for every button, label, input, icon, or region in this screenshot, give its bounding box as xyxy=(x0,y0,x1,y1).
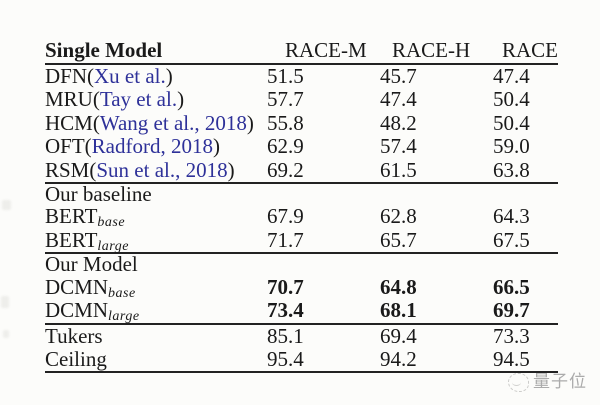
model-name: MRU(Tay et al.) xyxy=(45,88,267,111)
table-row: HCM(Wang et al., 2018) 55.8 48.2 50.4 xyxy=(45,110,558,135)
race-value: 50.4 xyxy=(493,110,530,135)
race-m-value: 95.4 xyxy=(267,346,304,371)
model-name: Tukers xyxy=(45,323,103,348)
model-name: Ceiling xyxy=(45,346,107,371)
race-value: 59.0 xyxy=(493,134,530,159)
race-m-value: 73.4 xyxy=(267,298,304,323)
race-h-value: 94.2 xyxy=(380,346,417,371)
header-single-model: Single Model xyxy=(45,38,163,62)
model-size-subscript: base xyxy=(97,215,126,231)
header-race: RACE xyxy=(502,38,559,62)
race-value: 67.5 xyxy=(493,227,530,252)
results-table: Single Model RACE-M RACE-H RACE DFN(Xu e… xyxy=(45,37,558,374)
race-h-value: 47.4 xyxy=(380,87,417,112)
race-value: 94.5 xyxy=(493,346,530,371)
race-m-value: 62.9 xyxy=(267,134,304,159)
qbitai-logo-icon xyxy=(508,372,529,392)
citation-link[interactable]: Sun et al., 2018 xyxy=(96,157,228,182)
model-label-suffix: ) xyxy=(227,157,235,182)
race-h-value: 62.8 xyxy=(380,204,417,229)
race-m-value: 69.2 xyxy=(267,157,304,182)
table-row: RSM(Sun et al., 2018) 69.2 61.5 63.8 xyxy=(45,157,558,182)
model-label: OFT( xyxy=(45,134,92,159)
race-m-value: 51.5 xyxy=(267,64,304,88)
page-bleed-artifact xyxy=(2,200,11,210)
section-divider xyxy=(45,322,558,325)
header-race-m: RACE-M xyxy=(285,38,367,62)
watermark-text: 量子位 xyxy=(533,372,587,392)
model-label-suffix: ) xyxy=(177,87,185,112)
table-row: BERTlarge 71.7 65.7 67.5 xyxy=(45,227,558,255)
model-name: HCM(Wang et al., 2018) xyxy=(45,110,267,135)
race-h-value: 64.8 xyxy=(380,274,417,299)
race-h-value: 57.4 xyxy=(380,134,417,159)
header-race-h: RACE-H xyxy=(392,38,471,62)
table-header-row: Single Model RACE-M RACE-H RACE xyxy=(45,37,558,65)
model-label: DFN( xyxy=(45,64,95,88)
model-name: BERTlarge xyxy=(45,227,267,255)
model-size-subscript: large xyxy=(97,238,129,254)
race-m-value: 67.9 xyxy=(267,204,304,229)
race-value: 63.8 xyxy=(493,157,530,182)
section-divider xyxy=(45,252,558,255)
model-label-suffix: ) xyxy=(165,64,173,88)
table-row: MRU(Tay et al.) 57.7 47.4 50.4 xyxy=(45,87,558,112)
table-bottom-rule xyxy=(45,371,558,374)
race-value: 66.5 xyxy=(493,274,530,299)
model-label: DCMN xyxy=(45,298,109,323)
race-m-value: 55.8 xyxy=(267,110,304,135)
race-value: 64.3 xyxy=(493,204,530,229)
page-bleed-artifact xyxy=(3,330,9,338)
table-row: DCMNlarge 73.4 68.1 69.7 xyxy=(45,298,558,325)
race-h-value: 61.5 xyxy=(380,157,417,182)
table-row: OFT(Radford, 2018) 62.9 57.4 59.0 xyxy=(45,134,558,159)
model-name: RSM(Sun et al., 2018) xyxy=(45,157,267,182)
race-m-value: 71.7 xyxy=(267,227,304,252)
model-name: DCMNlarge xyxy=(45,298,267,325)
race-h-value: 68.1 xyxy=(380,298,417,323)
citation-link[interactable]: Wang et al., 2018 xyxy=(99,110,247,135)
race-value: 50.4 xyxy=(493,87,530,112)
section-label: Our Model xyxy=(45,252,138,277)
page-bleed-artifact xyxy=(1,296,9,308)
model-size-subscript: base xyxy=(108,285,136,301)
model-name: DFN(Xu et al.) xyxy=(45,64,267,88)
model-label-suffix: ) xyxy=(246,110,254,135)
citation-link[interactable]: Tay et al. xyxy=(99,87,178,112)
table-row: DFN(Xu et al.) 51.5 45.7 47.4 xyxy=(45,64,558,88)
table-row: DCMNbase 70.7 64.8 66.5 xyxy=(45,274,558,302)
model-name: BERTbase xyxy=(45,205,267,231)
section-label: Our baseline xyxy=(45,181,152,206)
model-label-suffix: ) xyxy=(213,134,220,159)
section-header-our-model: Our Model xyxy=(45,254,558,276)
table-row: Tukers 85.1 69.4 73.3 xyxy=(45,323,558,348)
table-row: BERTbase 67.9 62.8 64.3 xyxy=(45,204,558,231)
model-name: OFT(Radford, 2018) xyxy=(45,134,267,159)
citation-link[interactable]: Radford, 2018 xyxy=(91,134,213,159)
table-row: Ceiling 95.4 94.2 94.5 xyxy=(45,346,558,371)
section-divider xyxy=(45,181,558,184)
citation-link[interactable]: Xu et al. xyxy=(94,64,166,88)
model-name: DCMNbase xyxy=(45,274,267,302)
race-h-value: 48.2 xyxy=(380,110,417,135)
section-header-baseline: Our baseline xyxy=(45,181,558,206)
race-h-value: 69.4 xyxy=(380,323,417,348)
model-label: HCM( xyxy=(45,110,100,135)
model-label: BERT xyxy=(45,227,98,252)
race-value: 47.4 xyxy=(493,64,530,88)
race-h-value: 45.7 xyxy=(380,64,417,88)
model-label: RSM( xyxy=(45,157,97,182)
race-value: 69.7 xyxy=(493,298,530,323)
race-value: 73.3 xyxy=(493,323,530,348)
race-m-value: 85.1 xyxy=(267,323,304,348)
model-label: DCMN xyxy=(45,274,109,299)
model-size-subscript: large xyxy=(108,309,140,325)
race-m-value: 70.7 xyxy=(267,274,304,299)
model-label: MRU( xyxy=(45,87,100,112)
race-m-value: 57.7 xyxy=(267,87,304,112)
watermark: 量子位 xyxy=(508,372,587,392)
race-h-value: 65.7 xyxy=(380,227,417,252)
model-label: BERT xyxy=(45,204,98,229)
